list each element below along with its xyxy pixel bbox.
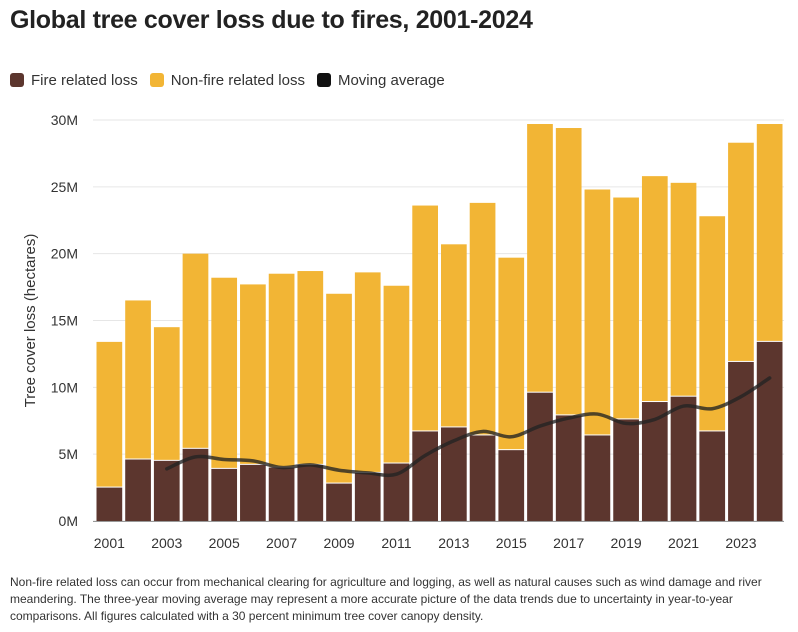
footnote: Non-fire related loss can occur from mec… (10, 575, 762, 623)
legend-item-fire: Fire related loss (10, 72, 138, 89)
legend-label-nonfire: Non-fire related loss (170, 71, 305, 89)
bar-fire-2008 (297, 464, 324, 521)
bars (96, 124, 783, 521)
bar-nonfire-2004 (182, 253, 209, 448)
x-tick-label: 2015 (496, 535, 527, 551)
bar-nonfire-2005 (211, 277, 238, 468)
x-tick-label: 2023 (725, 535, 756, 551)
x-tick-label: 2005 (209, 535, 240, 551)
legend-swatch-moving-average (316, 73, 331, 87)
bar-nonfire-2002 (125, 300, 151, 459)
bar-fire-2003 (153, 460, 180, 521)
y-tick-label: 30M (51, 112, 78, 128)
legend-label-moving-average: Moving average (337, 71, 445, 89)
legend-swatch-nonfire (149, 73, 164, 87)
bar-fire-2010 (354, 472, 381, 521)
bar-nonfire-2009 (326, 293, 352, 483)
x-tick-label: 2007 (266, 535, 297, 551)
bar-nonfire-2001 (96, 341, 123, 487)
bar-nonfire-2006 (240, 284, 266, 464)
bar-nonfire-2018 (584, 189, 611, 435)
moving-average-path (165, 376, 772, 478)
y-tick-label: 10M (51, 379, 78, 395)
chart-title: Global tree cover loss due to fires, 200… (10, 6, 533, 34)
bar-nonfire-2012 (412, 205, 438, 431)
bar-nonfire-2022 (699, 216, 726, 431)
bar-nonfire-2011 (383, 285, 410, 463)
y-axis-title: Tree cover loss (hectares) (22, 234, 39, 408)
bar-nonfire-2010 (354, 272, 381, 472)
bar-fire-2007 (268, 467, 295, 521)
bar-fire-2009 (326, 483, 352, 521)
bar-fire-2001 (96, 487, 123, 521)
bar-fire-2019 (613, 419, 639, 521)
bar-fire-2022 (699, 431, 726, 521)
x-tick-label: 2003 (151, 535, 182, 551)
bar-nonfire-2003 (153, 327, 180, 460)
bar-fire-2006 (240, 464, 266, 521)
y-tick-label: 25M (51, 179, 78, 195)
bar-nonfire-2023 (728, 142, 754, 361)
bar-nonfire-2019 (613, 197, 639, 419)
bar-nonfire-2024 (756, 124, 783, 341)
x-tick-label: 2013 (438, 535, 469, 551)
bar-fire-2011 (383, 463, 410, 521)
y-tick-label: 20M (51, 246, 78, 262)
bar-fire-2015 (498, 450, 525, 521)
legend-swatch-fire (10, 73, 24, 87)
x-tick-label: 2001 (94, 535, 125, 551)
stacked-bar-chart: 0M 5M 10M 15M 20M 25M 30M 2001 2003 2005 2007 2009 2… (22, 112, 784, 551)
bar-fire-2018 (584, 435, 611, 521)
bar-nonfire-2007 (268, 273, 295, 467)
legend-item-nonfire: Non-fire related loss (149, 71, 305, 89)
bar-fire-2014 (469, 435, 496, 521)
axes: 0M 5M 10M 15M 20M 25M 30M 2001 2003 2005 2007 2009 2… (22, 112, 784, 551)
bar-fire-2002 (125, 459, 151, 521)
x-tick-label: 2021 (668, 535, 699, 551)
bar-nonfire-2015 (498, 257, 525, 450)
bar-nonfire-2008 (297, 271, 324, 464)
bar-fire-2021 (670, 396, 697, 521)
bar-nonfire-2014 (469, 202, 496, 435)
y-tick-label: 0M (59, 513, 78, 529)
x-tick-label: 2009 (323, 535, 354, 551)
bar-nonfire-2017 (555, 128, 582, 415)
x-tick-label: 2019 (611, 535, 642, 551)
bar-fire-2023 (728, 361, 754, 521)
bar-nonfire-2020 (641, 176, 668, 402)
moving-average-line (165, 376, 772, 478)
legend-item-moving-average: Moving average (316, 71, 445, 89)
bar-nonfire-2013 (441, 244, 467, 427)
bar-fire-2005 (211, 468, 238, 521)
y-tick-label: 15M (51, 313, 78, 329)
bar-fire-2017 (555, 415, 582, 521)
bar-nonfire-2021 (670, 182, 697, 396)
bar-fire-2016 (527, 392, 553, 521)
legend-label-fire: Fire related loss (31, 71, 138, 89)
legend: Fire related loss Non-fire related loss … (10, 69, 457, 91)
bar-nonfire-2016 (527, 124, 553, 392)
x-tick-label: 2011 (381, 535, 411, 551)
x-tick-label: 2017 (553, 535, 584, 551)
bar-fire-2024 (756, 341, 783, 521)
y-tick-label: 5M (59, 446, 78, 462)
bar-fire-2012 (412, 431, 438, 521)
